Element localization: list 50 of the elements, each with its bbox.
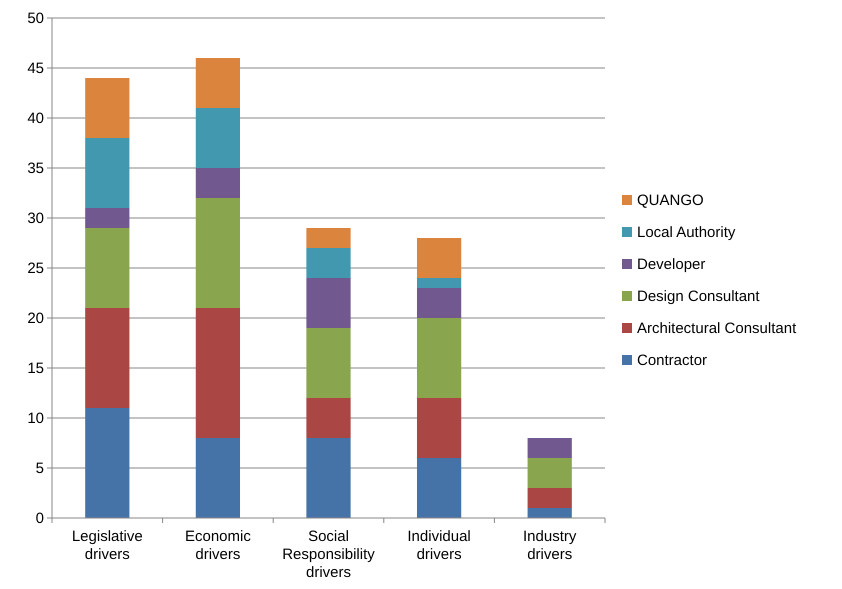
bar [306, 438, 351, 518]
y-tick-label: 20 [27, 310, 44, 327]
bar [85, 308, 130, 408]
bar [416, 288, 462, 318]
legend-label: Developer [637, 256, 706, 273]
x-tick-label: Economic drivers [184, 528, 252, 563]
bar [85, 408, 130, 518]
y-tick-label: 0 [36, 510, 44, 527]
y-tick-label: 15 [27, 360, 44, 377]
bar [196, 308, 240, 438]
legend-label: Design Consultant [637, 288, 760, 305]
x-tick-label: Industry drivers [523, 528, 577, 563]
bar [306, 248, 351, 278]
y-tick-label: 45 [27, 60, 44, 77]
bar [416, 458, 462, 518]
bar [416, 238, 462, 278]
bar [196, 58, 240, 108]
bar [85, 78, 130, 138]
bar [306, 278, 351, 328]
y-tick-label: 30 [27, 210, 44, 227]
y-tick-label: 10 [27, 410, 44, 427]
bar [416, 278, 462, 288]
y-tick-label: 5 [36, 460, 44, 477]
y-tick-label: 40 [27, 110, 44, 127]
legend-label: QUANGO [637, 192, 704, 209]
bar [196, 108, 240, 168]
x-tick-label: Legislative drivers [72, 528, 143, 563]
bar [528, 438, 572, 458]
bar [306, 228, 351, 248]
x-tick-label: Social Responsibility drivers [282, 528, 376, 581]
legend-label: Local Authority [637, 224, 736, 241]
legend-label: Architectural Consultant [637, 320, 798, 337]
bar [85, 208, 130, 228]
x-tick-label: Individual drivers [407, 528, 471, 563]
bar [196, 198, 240, 308]
bar [85, 228, 130, 308]
bar [528, 458, 572, 488]
bar [196, 438, 240, 518]
y-tick-label: 35 [27, 160, 44, 177]
bar [416, 398, 462, 458]
y-tick-label: 25 [27, 260, 44, 277]
bar [528, 508, 572, 518]
bar [306, 398, 351, 438]
bar [85, 138, 130, 208]
bar [528, 488, 572, 508]
bar [196, 168, 240, 198]
bar [306, 328, 351, 398]
bar [416, 318, 462, 398]
y-tick-label: 50 [27, 10, 44, 27]
legend-label: Contractor [637, 352, 708, 369]
